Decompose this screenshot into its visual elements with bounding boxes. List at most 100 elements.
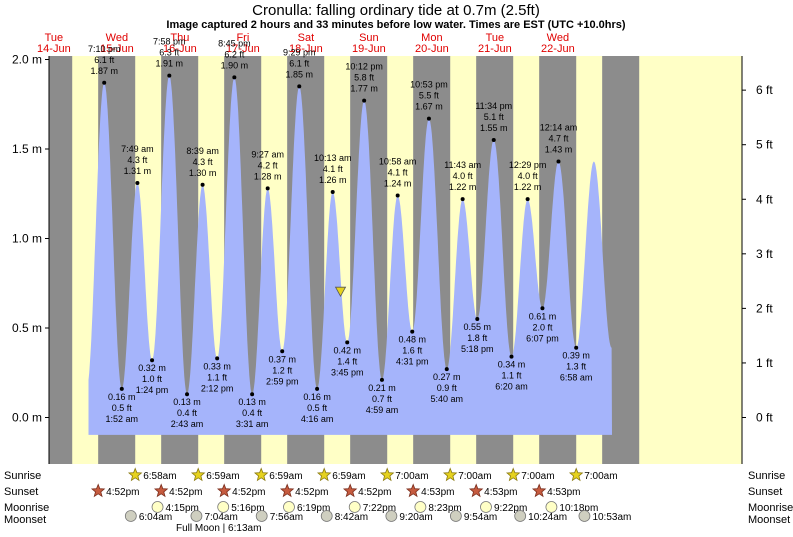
tide-label: 0.55 m bbox=[464, 322, 492, 332]
tide-label: 10:53 pm bbox=[410, 80, 448, 90]
tide-label: 1.2 ft bbox=[272, 365, 293, 375]
sunrise-time: 7:00am bbox=[584, 471, 617, 482]
sunrise-time: 6:58am bbox=[143, 471, 176, 482]
right-tick-label: 1 ft bbox=[756, 356, 773, 370]
tide-point bbox=[297, 84, 302, 89]
sunset-icon bbox=[342, 483, 358, 498]
tide-label: 2.0 ft bbox=[532, 322, 553, 332]
tide-label: 0.16 m bbox=[303, 392, 331, 402]
tide-label: 1.6 ft bbox=[402, 346, 423, 356]
moonrise-time: 4:15pm bbox=[166, 503, 199, 514]
tide-point bbox=[379, 377, 384, 382]
tide-label: 4.0 ft bbox=[453, 171, 474, 181]
tide-label: 10:13 am bbox=[314, 153, 352, 163]
tide-label: 1.22 m bbox=[514, 182, 542, 192]
axes: 0.0 m 0.5 m 1.0 m 1.5 m 2.0 m 0 ft 1 ft 2 ft 3 f… bbox=[12, 53, 773, 464]
tide-label: 5:18 pm bbox=[461, 344, 494, 354]
tide-label: 5.5 ft bbox=[419, 91, 440, 101]
sunrise-icon bbox=[127, 467, 143, 482]
sunset-time: 4:52pm bbox=[232, 487, 265, 498]
tide-label: 0.48 m bbox=[398, 335, 426, 345]
moonrise-icon bbox=[151, 501, 164, 513]
tide-label: 0.13 m bbox=[173, 397, 201, 407]
tide-label: 1.77 m bbox=[350, 84, 378, 94]
moonset-time: 7:04am bbox=[204, 512, 237, 523]
moonset-icon bbox=[320, 510, 333, 522]
tide-labels: 7:10 pm6.1 ft1.87 m0.16 m0.5 ft1:52 am7:… bbox=[88, 37, 593, 430]
full-moon-note: Full Moon | 6:13am bbox=[176, 523, 261, 534]
right-tick-label: 2 ft bbox=[756, 301, 773, 315]
sunrise-time: 6:59am bbox=[269, 471, 302, 482]
sunrise-icon bbox=[442, 467, 458, 482]
day-name: Fri bbox=[236, 32, 249, 44]
day-name: Thu bbox=[170, 32, 189, 44]
moonrise-icon bbox=[283, 501, 295, 513]
tide-label: 0.27 m bbox=[433, 372, 461, 382]
chart-title: Cronulla: falling ordinary tide at 0.7m … bbox=[252, 2, 540, 19]
moonset-icon bbox=[385, 510, 398, 522]
moonrise-time: 8:23pm bbox=[428, 503, 461, 514]
tide-label: 1.1 ft bbox=[207, 372, 228, 382]
moonrise-time: 6:19pm bbox=[297, 503, 330, 514]
day-date: 15-Jun bbox=[100, 43, 134, 55]
tide-label: 1.67 m bbox=[415, 102, 443, 112]
sunset-icon bbox=[468, 483, 484, 498]
tide-label: 10:58 am bbox=[379, 157, 417, 167]
tide-label: 0.32 m bbox=[138, 363, 166, 373]
right-tick-label: 5 ft bbox=[756, 138, 773, 152]
tide-label: 7:58 pm bbox=[153, 37, 186, 47]
almanac-row-label-right: Moonrise bbox=[748, 502, 793, 514]
sunrise-icon bbox=[505, 467, 521, 482]
chart-subtitle: Image captured 2 hours and 33 minutes be… bbox=[166, 19, 626, 31]
tide-label: 0.33 m bbox=[203, 361, 231, 371]
tide-label: 1.28 m bbox=[254, 171, 282, 181]
sunset-time: 4:52pm bbox=[106, 487, 139, 498]
tide-label: 1.3 ft bbox=[566, 362, 587, 372]
sunset-icon bbox=[279, 483, 295, 498]
tide-point bbox=[410, 329, 415, 334]
moonrise-icon bbox=[545, 501, 558, 513]
moonrise-time: 9:22pm bbox=[494, 503, 527, 514]
tide-label: 2:59 pm bbox=[266, 376, 299, 386]
day-date: 16-Jun bbox=[163, 43, 197, 55]
tide-label: 3:45 pm bbox=[331, 367, 364, 377]
sunrise-icon bbox=[379, 467, 395, 482]
moonrise-icon bbox=[414, 501, 427, 513]
tide-label: 0.9 ft bbox=[437, 383, 458, 393]
almanac-row-label-right: Sunset bbox=[748, 486, 782, 498]
tide-label: 0.16 m bbox=[108, 392, 136, 402]
tide-label: 9:29 pm bbox=[283, 47, 316, 57]
moonset-icon bbox=[124, 510, 137, 522]
day-date: 22-Jun bbox=[541, 43, 575, 55]
current-tide-marker bbox=[334, 286, 347, 298]
tide-point bbox=[574, 345, 579, 350]
tide-label: 0.61 m bbox=[529, 311, 557, 321]
tide-label: 0.39 m bbox=[562, 351, 590, 361]
day-date: 17-Jun bbox=[226, 43, 260, 55]
tide-label: 6:20 am bbox=[495, 382, 528, 392]
tide-label: 0.37 m bbox=[268, 354, 296, 364]
tide-point bbox=[232, 75, 237, 80]
moonrise-icon bbox=[480, 501, 492, 513]
tide-label: 1.30 m bbox=[189, 168, 217, 178]
moonset-time: 9:20am bbox=[399, 512, 432, 523]
tide-label: 1:24 pm bbox=[136, 385, 169, 395]
tide-point bbox=[345, 340, 350, 345]
tide-label: 4.1 ft bbox=[323, 164, 344, 174]
tide-point bbox=[540, 306, 545, 311]
sunset-time: 4:53pm bbox=[421, 487, 454, 498]
almanac-row-label-left: Moonrise bbox=[4, 502, 49, 514]
tide-label: 6.1 ft bbox=[289, 58, 310, 68]
tide-label: 5.8 ft bbox=[354, 73, 375, 83]
tide-label: 4.3 ft bbox=[193, 157, 214, 167]
tide-point bbox=[119, 386, 124, 391]
day-date: 19-Jun bbox=[352, 43, 386, 55]
sunrise-time: 6:59am bbox=[206, 471, 239, 482]
tide-label: 1.1 ft bbox=[501, 371, 522, 381]
right-tick-label: 3 ft bbox=[756, 247, 773, 261]
sunset-icon bbox=[405, 483, 421, 498]
sunset-icon bbox=[90, 483, 106, 498]
tide-label: 10:12 pm bbox=[345, 62, 383, 72]
left-tick-label: 0.0 m bbox=[12, 411, 42, 425]
tide-point bbox=[280, 349, 285, 354]
